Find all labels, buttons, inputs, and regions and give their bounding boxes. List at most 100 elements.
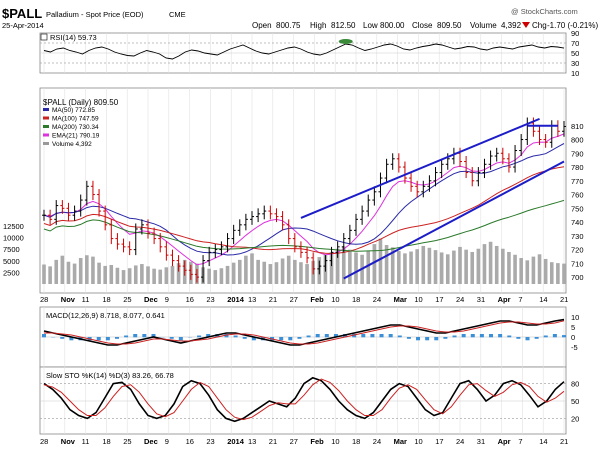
x-tick-label: 2014 bbox=[227, 437, 245, 446]
volume-bar bbox=[458, 246, 462, 284]
sto-d-line bbox=[43, 378, 565, 421]
volume-bar bbox=[127, 268, 132, 284]
volume-bar bbox=[409, 251, 413, 284]
x-tick-label: 16 bbox=[186, 295, 194, 304]
volume-bar bbox=[415, 249, 419, 284]
macd-histogram-bar bbox=[516, 337, 521, 339]
rsi-tick-label: 50 bbox=[571, 49, 579, 58]
volume-bar bbox=[543, 258, 548, 284]
volume-bar bbox=[48, 266, 52, 284]
price-tick-label: 730 bbox=[571, 232, 584, 241]
macd-histogram-bar bbox=[388, 334, 393, 338]
x-tick-label: 14 bbox=[539, 295, 547, 304]
volume-bar bbox=[103, 265, 107, 284]
x-tick-label: Dec bbox=[144, 437, 158, 446]
volume-bar bbox=[519, 258, 523, 284]
chg-value: -1.70 (-0.21%) bbox=[547, 21, 598, 30]
macd-legend: MACD(12,26,9) 8.718, 8.077, 0.641 bbox=[46, 311, 165, 320]
x-tick-label: 24 bbox=[373, 437, 381, 446]
macd-histogram-bar bbox=[452, 335, 457, 338]
rsi-series bbox=[40, 39, 566, 64]
volume-bar bbox=[397, 251, 401, 284]
x-tick-label: 10 bbox=[414, 437, 422, 446]
chg-label: Chg bbox=[532, 21, 547, 30]
macd-histogram-bar bbox=[534, 337, 539, 339]
volume-bar bbox=[335, 248, 340, 284]
volume-bar bbox=[244, 255, 248, 284]
price-tick-label: 710 bbox=[571, 259, 584, 268]
x-tick-label: Apr bbox=[498, 437, 511, 446]
volume-bar bbox=[176, 263, 181, 284]
macd-tick-label: 10 bbox=[571, 313, 579, 322]
x-tick-label: 2014 bbox=[227, 295, 245, 304]
x-tick-label: Feb bbox=[310, 437, 324, 446]
macd-histogram-bar bbox=[498, 334, 503, 338]
macd-histogram-bar bbox=[552, 334, 557, 338]
x-tick-label: 23 bbox=[206, 295, 214, 304]
x-tick-label: 9 bbox=[165, 295, 169, 304]
macd-histogram-bar bbox=[324, 334, 329, 338]
volume-bar bbox=[158, 269, 163, 284]
price-panel-title: $PALL (Daily) 809.50 bbox=[43, 98, 119, 107]
macd-histogram-bar bbox=[114, 337, 119, 339]
x-tick-label: 21 bbox=[269, 295, 277, 304]
volume-tick-label: 12500 bbox=[3, 222, 24, 231]
macd-histogram-bar bbox=[105, 337, 110, 341]
x-tick-label: 7 bbox=[518, 437, 522, 446]
macd-histogram-bar bbox=[379, 334, 384, 338]
volume-label: Volume bbox=[470, 21, 497, 30]
macd-histogram-bar bbox=[315, 334, 320, 338]
macd-series bbox=[40, 318, 566, 346]
macd-histogram-bar bbox=[443, 337, 448, 339]
x-tick-label: Nov bbox=[61, 295, 76, 304]
volume-bar bbox=[97, 262, 101, 284]
volume-bar bbox=[452, 250, 456, 284]
rsi-tick-label: 30 bbox=[571, 59, 579, 68]
macd-histogram-bar bbox=[133, 334, 138, 338]
macd-histogram-bar bbox=[425, 337, 430, 341]
volume-bar bbox=[549, 262, 554, 284]
volume-bar bbox=[525, 260, 530, 284]
volume-bar bbox=[274, 262, 279, 284]
sto-tick-label: 80 bbox=[571, 380, 579, 389]
volume-bar bbox=[433, 250, 438, 284]
price-tick-label: 750 bbox=[571, 204, 584, 213]
volume-bar bbox=[299, 262, 303, 284]
price-tick-label: 700 bbox=[571, 273, 584, 282]
x-tick-label: 16 bbox=[186, 437, 194, 446]
x-tick-label: Mar bbox=[394, 437, 407, 446]
macd-histogram-bar bbox=[543, 335, 548, 338]
volume-tick-label: 7500 bbox=[3, 245, 20, 254]
x-tick-label: 10 bbox=[331, 295, 339, 304]
volume-bar bbox=[115, 267, 120, 284]
macd-histogram-bar bbox=[397, 335, 402, 338]
volume-bar bbox=[482, 244, 487, 284]
volume-tick-label: 5000 bbox=[3, 257, 20, 266]
x-tick-label: 31 bbox=[477, 437, 485, 446]
x-tick-label: 17 bbox=[435, 295, 443, 304]
macd-histogram-bar bbox=[434, 337, 439, 341]
macd-histogram-bar bbox=[42, 334, 46, 338]
ma100-line bbox=[43, 166, 565, 255]
x-tick-label: 17 bbox=[435, 437, 443, 446]
x-tick-label: 21 bbox=[269, 437, 277, 446]
x-tick-label: Nov bbox=[61, 437, 76, 446]
instrument-name: Palladium - Spot Price (EOD) bbox=[46, 10, 144, 19]
x-tick-label: 23 bbox=[206, 437, 214, 446]
volume-bar bbox=[152, 268, 156, 284]
volume-bar bbox=[403, 253, 407, 284]
volume-bar bbox=[305, 264, 309, 284]
volume-bar bbox=[140, 264, 144, 284]
macd-histogram-bar bbox=[288, 337, 293, 341]
volume-bar bbox=[213, 270, 218, 284]
macd-signal-line bbox=[44, 320, 565, 345]
legend-entry: MA(100) 747.59 bbox=[52, 116, 99, 123]
macd-histogram-bar bbox=[251, 337, 256, 341]
x-tick-label: 25 bbox=[123, 295, 131, 304]
volume-bar bbox=[384, 245, 389, 284]
exchange-label: CME bbox=[169, 10, 186, 19]
volume-bar bbox=[268, 264, 273, 284]
volume-bar bbox=[366, 250, 371, 284]
volume-bar bbox=[494, 245, 499, 284]
